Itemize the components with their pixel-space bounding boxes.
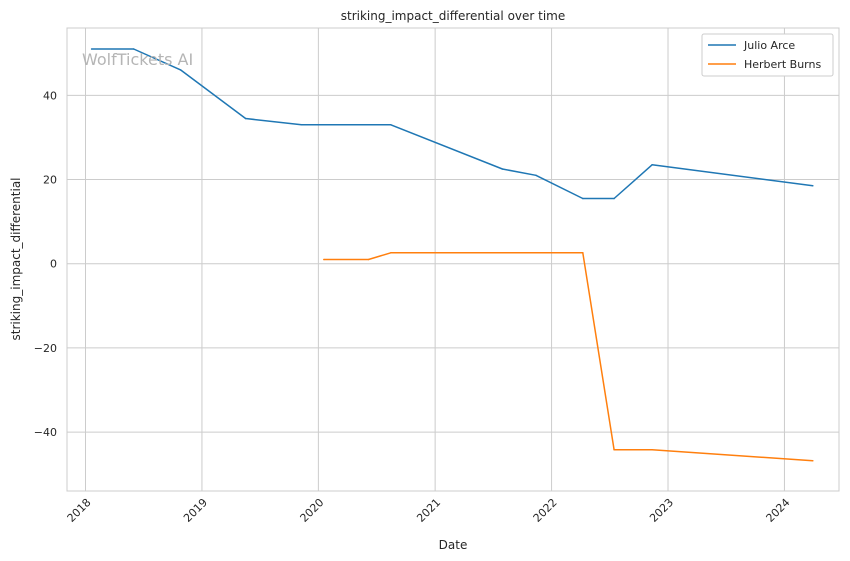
data-point-julio-arce <box>132 48 135 50</box>
series-lines <box>90 48 814 462</box>
data-point-julio-arce <box>90 48 93 50</box>
data-point-julio-arce <box>180 69 182 71</box>
data-point-julio-arce <box>300 124 303 126</box>
data-point-herbert-burns <box>613 449 615 451</box>
data-point-julio-arce <box>613 197 615 200</box>
x-tick-label: 2018 <box>65 496 94 525</box>
x-tick-label: 2023 <box>647 496 676 525</box>
x-axis: 2018 2019 2020 2021 2022 2023 2024 <box>65 496 793 525</box>
x-tick-label: 2019 <box>181 496 210 525</box>
y-tick-label: −40 <box>34 426 57 439</box>
x-tick-label: 2020 <box>298 496 327 525</box>
series-line-julio-arce <box>91 48 813 200</box>
data-point-herbert-burns <box>812 459 814 462</box>
y-axis-label: striking_impact_differential <box>9 177 23 340</box>
legend-label-julio-arce: Julio Arce <box>743 39 795 52</box>
data-point-julio-arce <box>501 168 504 170</box>
data-point-julio-arce <box>390 124 392 126</box>
data-point-julio-arce <box>582 197 584 200</box>
data-point-julio-arce <box>651 164 653 166</box>
x-axis-label: Date <box>439 538 468 552</box>
y-tick-label: 0 <box>50 258 57 271</box>
x-tick-label: 2021 <box>414 496 443 525</box>
grid <box>67 28 839 491</box>
data-point-herbert-burns <box>582 252 584 254</box>
plot-area <box>66 27 840 492</box>
x-tick-label: 2022 <box>531 496 560 525</box>
data-point-julio-arce <box>812 185 814 187</box>
data-point-herbert-burns <box>367 258 370 261</box>
y-tick-label: −20 <box>34 342 57 355</box>
data-point-herbert-burns <box>390 252 392 254</box>
legend-label-herbert-burns: Herbert Burns <box>744 58 821 71</box>
y-tick-label: 20 <box>43 174 57 187</box>
x-tick-label: 2024 <box>764 496 793 525</box>
legend: Julio Arce Herbert Burns <box>701 33 834 77</box>
data-point-herbert-burns <box>323 258 325 261</box>
y-axis: −40 −20 0 20 40 <box>34 89 57 439</box>
data-point-herbert-burns <box>651 449 653 451</box>
y-tick-label: 40 <box>43 89 57 102</box>
data-point-julio-arce <box>244 117 247 120</box>
chart-title: striking_impact_differential over time <box>341 9 566 23</box>
watermark: WolfTickets AI <box>82 50 193 69</box>
data-point-julio-arce <box>535 174 537 177</box>
